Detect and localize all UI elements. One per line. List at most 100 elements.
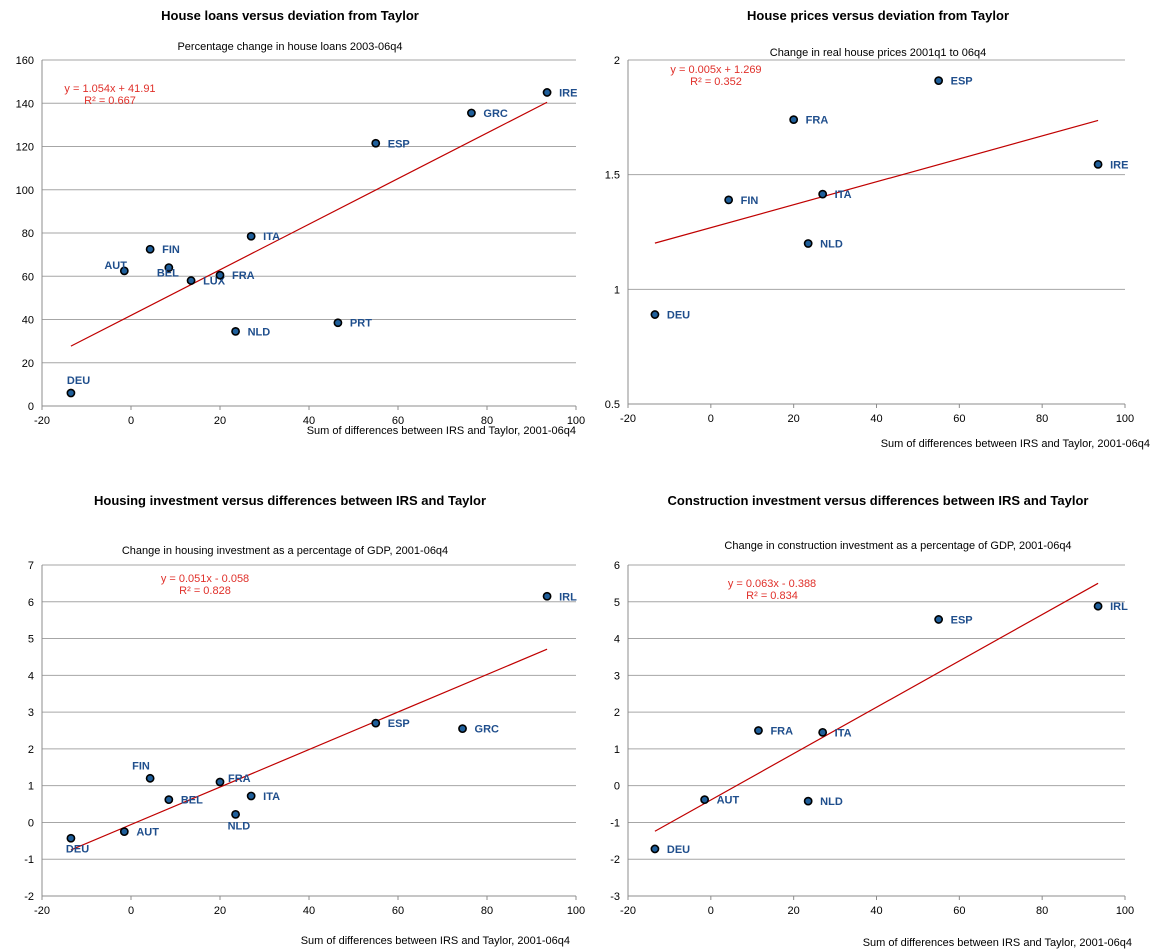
x-tick-label: 40: [870, 905, 882, 917]
data-point-label: DEU: [667, 844, 690, 856]
trend-r-squared: R² = 0.667: [84, 95, 136, 107]
x-tick-label: 20: [788, 413, 800, 425]
chart-subtitle: Change in real house prices 2001q1 to 06…: [770, 47, 987, 59]
data-point: [371, 718, 381, 728]
data-point-label: ESP: [951, 76, 973, 88]
data-point: [650, 310, 660, 319]
data-point-label: GRC: [475, 724, 500, 736]
data-point: [803, 796, 813, 806]
trendline: [654, 582, 1099, 832]
x-axis-label: Sum of differences between IRS and Taylo…: [301, 935, 570, 947]
y-tick-label: -1: [610, 817, 620, 829]
y-tick-label: 6: [28, 597, 34, 609]
data-point: [934, 76, 944, 86]
data-point: [1093, 159, 1103, 169]
x-tick-label: 100: [567, 905, 585, 917]
y-tick-label: 3: [614, 670, 620, 682]
data-point: [934, 615, 944, 624]
y-tick-label: 0: [614, 781, 620, 793]
x-tick-label: 0: [128, 905, 134, 917]
y-tick-label: 60: [22, 271, 34, 283]
y-tick-label: 40: [22, 315, 34, 327]
x-tick-label: -20: [34, 415, 50, 427]
y-tick-label: 120: [16, 142, 34, 154]
y-tick-label: 2: [614, 55, 620, 67]
data-point: [186, 276, 196, 285]
data-point: [724, 195, 734, 205]
data-point-label: IRL: [559, 591, 577, 603]
chart-title: Housing investment versus differences be…: [94, 493, 486, 508]
x-tick-label: 20: [214, 415, 226, 427]
chart-panel: House prices versus deviation from Taylo…: [605, 8, 1150, 450]
data-point-label: AUT: [717, 795, 740, 807]
data-point: [164, 795, 174, 805]
data-point-label: ITA: [835, 727, 852, 739]
data-point-label: FIN: [132, 760, 150, 772]
data-point: [818, 189, 828, 199]
data-point: [371, 138, 381, 148]
data-point: [145, 773, 155, 783]
data-point: [231, 809, 240, 819]
chart-subtitle: Change in housing investment as a percen…: [122, 545, 448, 557]
data-point-label: FRA: [232, 270, 255, 282]
y-tick-label: 4: [614, 634, 620, 646]
y-tick-label: 1: [614, 744, 620, 756]
x-tick-label: 40: [303, 905, 315, 917]
x-tick-label: 40: [303, 415, 315, 427]
y-tick-label: 1: [614, 284, 620, 296]
trend-r-squared: R² = 0.834: [746, 590, 798, 602]
chart-panel: Housing investment versus differences be…: [24, 493, 585, 947]
y-tick-label: 1.5: [605, 170, 620, 182]
chart-title: Construction investment versus differenc…: [668, 493, 1089, 508]
trendline: [654, 119, 1099, 244]
data-point: [66, 388, 76, 398]
y-tick-label: 3: [28, 707, 34, 719]
data-point: [458, 724, 467, 734]
x-tick-label: 100: [1116, 905, 1134, 917]
data-point-label: DEU: [66, 843, 89, 855]
data-point-label: FRA: [806, 115, 829, 127]
data-point-label: NLD: [228, 820, 251, 832]
data-point: [789, 115, 799, 125]
y-tick-label: -2: [610, 854, 620, 866]
data-point-label: IRE: [559, 87, 577, 99]
chart-title: House prices versus deviation from Taylo…: [747, 8, 1009, 23]
y-tick-label: 0: [28, 817, 34, 829]
x-tick-label: -20: [620, 413, 636, 425]
chart-subtitle: Percentage change in house loans 2003-06…: [177, 41, 402, 53]
data-point-label: FIN: [741, 195, 759, 207]
y-tick-label: 0: [28, 401, 34, 413]
x-tick-label: 0: [708, 413, 714, 425]
x-tick-label: -20: [620, 905, 636, 917]
data-point-label: IRE: [1110, 159, 1128, 171]
data-point: [333, 318, 343, 328]
x-tick-label: 100: [567, 415, 585, 427]
y-tick-label: 7: [28, 560, 34, 572]
y-tick-label: 2: [614, 707, 620, 719]
trend-equation: y = 0.005x + 1.269: [670, 64, 761, 76]
data-point-label: NLD: [820, 238, 843, 250]
y-tick-label: 160: [16, 55, 34, 67]
trendline: [70, 101, 548, 347]
data-point: [542, 591, 552, 601]
data-point-label: ESP: [388, 718, 410, 730]
x-tick-label: 80: [1036, 413, 1048, 425]
data-point-label: AUT: [136, 827, 159, 839]
data-point: [119, 266, 129, 276]
y-tick-label: -3: [610, 891, 620, 903]
y-tick-label: 6: [614, 560, 620, 572]
data-point: [119, 827, 129, 837]
x-tick-label: 0: [708, 905, 714, 917]
x-tick-label: 100: [1116, 413, 1134, 425]
data-point: [467, 108, 476, 118]
data-point: [542, 88, 552, 97]
x-tick-label: 20: [214, 905, 226, 917]
data-point: [66, 833, 76, 843]
data-point: [246, 791, 256, 801]
data-point: [246, 231, 256, 241]
data-point-label: FRA: [228, 773, 251, 785]
chart-panel: Construction investment versus differenc…: [610, 493, 1134, 949]
x-tick-label: 60: [392, 905, 404, 917]
data-point-label: FIN: [162, 244, 180, 256]
